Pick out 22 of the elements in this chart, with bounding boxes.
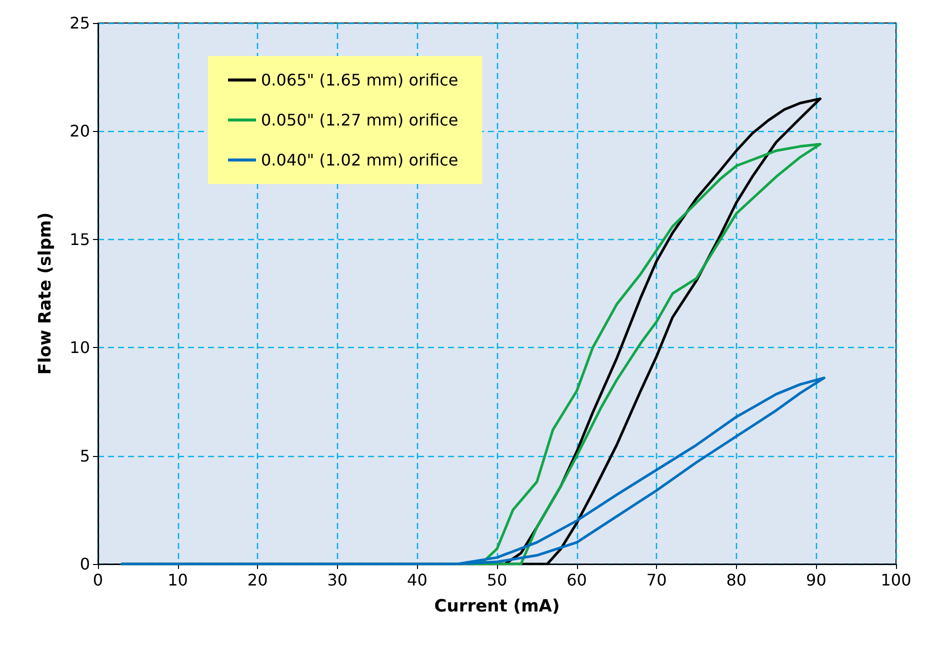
x-axis-title: Current (mA) bbox=[434, 596, 560, 616]
x-tick-label: 90 bbox=[806, 570, 826, 590]
x-tick-label: 0 bbox=[92, 570, 104, 590]
x-tick-label: 20 bbox=[247, 570, 268, 590]
legend-label: 0.040" (1.02 mm) orifice bbox=[261, 150, 458, 170]
x-tick-label: 60 bbox=[566, 570, 587, 590]
y-tick-label: 0 bbox=[80, 554, 90, 574]
y-axis-title: Flow Rate (slpm) bbox=[36, 212, 56, 375]
y-tick-label: 15 bbox=[70, 230, 90, 249]
x-tick-label: 50 bbox=[486, 570, 508, 590]
x-tick-label: 10 bbox=[168, 570, 188, 590]
y-tick-label: 25 bbox=[70, 14, 90, 32]
legend-label: 0.065" (1.65 mm) orifice bbox=[261, 70, 458, 90]
y-tick-label: 10 bbox=[70, 338, 90, 358]
x-tick-label: 70 bbox=[646, 570, 667, 590]
x-tick-label: 80 bbox=[726, 570, 747, 590]
y-tick-label: 5 bbox=[80, 446, 90, 466]
y-tick-label: 20 bbox=[70, 122, 90, 141]
x-tick-label: 40 bbox=[407, 570, 428, 590]
x-tick-label: 30 bbox=[327, 570, 348, 590]
x-tick-label: 100 bbox=[880, 570, 912, 590]
legend-label: 0.050" (1.27 mm) orifice bbox=[261, 110, 458, 130]
